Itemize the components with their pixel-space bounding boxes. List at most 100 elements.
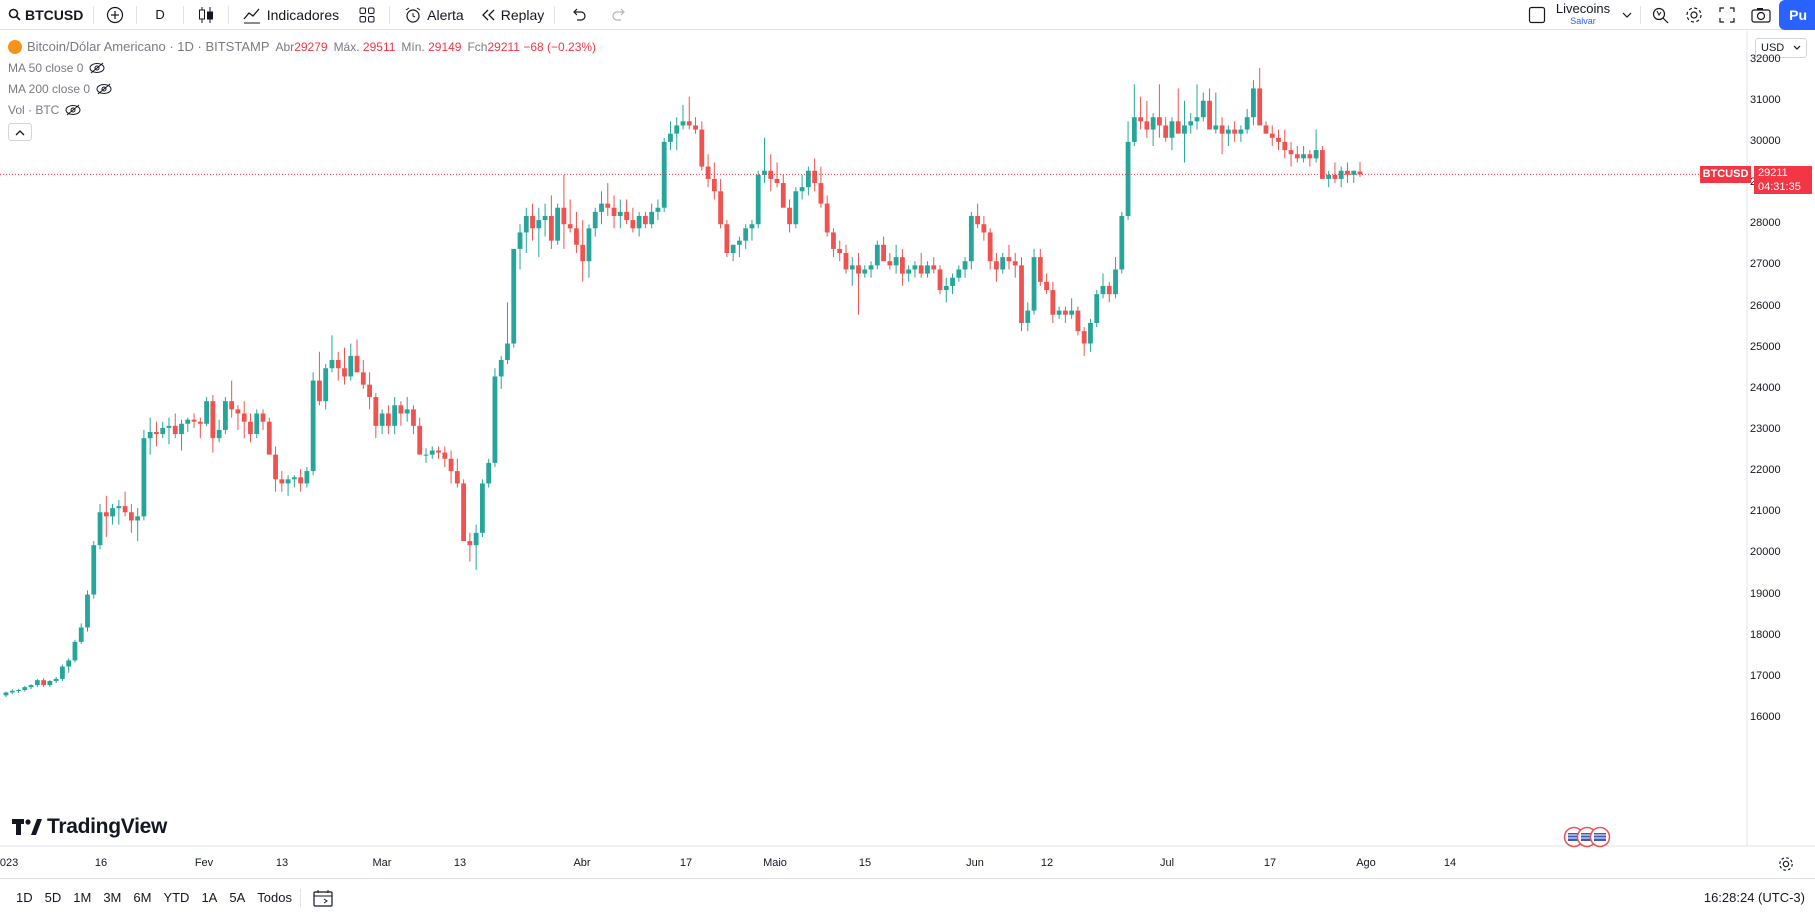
candle-body bbox=[335, 359, 341, 369]
redo-button[interactable] bbox=[601, 0, 637, 30]
candle-body bbox=[793, 191, 799, 225]
date-range-button[interactable] bbox=[303, 883, 343, 913]
range-button[interactable]: 1D bbox=[16, 890, 33, 905]
ma50-legend-row[interactable]: MA 50 close 0 bbox=[8, 57, 596, 78]
volume-legend-row[interactable]: Vol · BTC bbox=[8, 99, 596, 120]
candle-body bbox=[542, 215, 548, 221]
compare-button[interactable] bbox=[96, 0, 134, 30]
candle-body bbox=[1269, 133, 1275, 138]
templates-button[interactable] bbox=[347, 0, 387, 30]
fullscreen-icon bbox=[1719, 7, 1735, 23]
candle-body bbox=[1332, 174, 1338, 179]
candle-body bbox=[881, 244, 886, 262]
range-button[interactable]: 6M bbox=[133, 890, 152, 905]
publish-button[interactable]: Pu bbox=[1779, 0, 1815, 30]
candle-body bbox=[229, 401, 235, 410]
bar-countdown: 04:31:35 bbox=[1758, 181, 1801, 194]
eye-crossed-icon[interactable] bbox=[65, 104, 81, 116]
currency-select[interactable]: USD bbox=[1755, 38, 1807, 58]
plus-circle-icon bbox=[107, 6, 124, 23]
undo-button[interactable] bbox=[557, 0, 601, 30]
candle-body bbox=[1307, 154, 1313, 159]
eye-crossed-icon[interactable] bbox=[96, 83, 112, 95]
candle-body bbox=[135, 516, 141, 521]
candle-body bbox=[1106, 285, 1112, 295]
close-value: 29211 bbox=[487, 39, 520, 54]
tradingview-logo[interactable]: TradingView bbox=[12, 815, 167, 839]
replay-button[interactable]: Replay bbox=[472, 0, 553, 30]
candle-body bbox=[1276, 137, 1281, 142]
symbol-search[interactable]: BTCUSD bbox=[0, 0, 91, 30]
eye-crossed-icon[interactable] bbox=[89, 62, 105, 74]
candle-body bbox=[1113, 269, 1118, 295]
candle-body bbox=[1044, 281, 1049, 291]
candle-body bbox=[291, 477, 297, 480]
candle-body bbox=[461, 483, 467, 542]
candle-body bbox=[1069, 310, 1075, 315]
divider bbox=[299, 888, 301, 907]
range-button[interactable]: Todos bbox=[257, 890, 292, 905]
candle-body bbox=[91, 545, 97, 595]
candle-body bbox=[1088, 322, 1093, 344]
candle-body bbox=[1282, 141, 1288, 151]
candle-body bbox=[774, 178, 780, 184]
collapse-legend-button[interactable] bbox=[8, 123, 32, 141]
price-axis-label: 31000 bbox=[1750, 93, 1781, 106]
candle-body bbox=[856, 265, 861, 274]
candle-body bbox=[1288, 150, 1294, 155]
ma200-label: MA 200 close 0 bbox=[8, 81, 91, 96]
date-axis-label: 2023 bbox=[0, 857, 19, 869]
range-button[interactable]: 5D bbox=[44, 890, 62, 905]
candle-body bbox=[1345, 170, 1350, 175]
candle-body bbox=[624, 211, 629, 221]
snapshot-button[interactable] bbox=[1743, 0, 1779, 30]
candle-body bbox=[16, 690, 21, 692]
price-axis-label: 24000 bbox=[1750, 381, 1781, 394]
candle-body bbox=[34, 680, 40, 686]
range-button[interactable]: 1M bbox=[73, 890, 92, 905]
ma200-legend-row[interactable]: MA 200 close 0 bbox=[8, 78, 596, 99]
price-chart[interactable] bbox=[0, 31, 1815, 877]
range-button[interactable]: 3M bbox=[103, 890, 122, 905]
layout-select-button[interactable] bbox=[1524, 0, 1550, 30]
candle-body bbox=[310, 380, 316, 472]
layout-menu-button[interactable] bbox=[1616, 0, 1638, 30]
currency-label: USD bbox=[1761, 42, 1785, 54]
symbol-legend-row[interactable]: Bitcoin/Dólar Americano · 1D · BITSTAMP … bbox=[8, 36, 596, 57]
divider bbox=[227, 5, 229, 24]
range-button[interactable]: 1A bbox=[201, 890, 218, 905]
candle-body bbox=[843, 253, 849, 270]
brand-name: TradingView bbox=[47, 815, 168, 838]
candle-body bbox=[467, 541, 473, 546]
axis-settings-gear-icon[interactable] bbox=[1778, 856, 1794, 872]
clock-timezone[interactable]: 16:28:24 (UTC-3) bbox=[1703, 890, 1805, 905]
events-flags-icon[interactable] bbox=[1563, 826, 1615, 848]
range-button[interactable]: YTD bbox=[163, 890, 190, 905]
candle-body bbox=[668, 133, 673, 142]
range-button[interactable]: 5A bbox=[229, 890, 246, 905]
candle-body bbox=[448, 458, 454, 472]
fullscreen-button[interactable] bbox=[1711, 0, 1743, 30]
alert-button[interactable]: Alerta bbox=[392, 0, 472, 30]
indicators-button[interactable]: Indicadores bbox=[231, 0, 347, 30]
candle-body bbox=[166, 425, 172, 428]
date-axis-label: 16 bbox=[94, 857, 108, 869]
settings-button[interactable] bbox=[1677, 0, 1711, 30]
chevron-down-icon bbox=[1622, 12, 1632, 18]
candle-body bbox=[66, 660, 72, 667]
candle-body bbox=[360, 372, 366, 385]
layout-name[interactable]: Livecoins Salvar bbox=[1556, 2, 1610, 28]
range-buttons: 1D 5D 1M 3M 6M YTD 1A 5A Todos bbox=[0, 890, 298, 905]
candle-body bbox=[72, 641, 78, 661]
date-axis-label: Fev bbox=[194, 857, 214, 869]
interval-button[interactable]: D bbox=[139, 0, 180, 30]
quick-search-button[interactable] bbox=[1643, 0, 1677, 30]
candle-body bbox=[1326, 174, 1332, 179]
chart-type-button[interactable] bbox=[186, 0, 226, 30]
current-price-value: 29211 bbox=[1758, 167, 1788, 180]
price-axis-label: 16000 bbox=[1750, 711, 1781, 723]
candle-body bbox=[1163, 125, 1169, 138]
divider bbox=[182, 5, 184, 24]
candle-body bbox=[818, 183, 824, 204]
candle-body bbox=[1012, 261, 1018, 266]
